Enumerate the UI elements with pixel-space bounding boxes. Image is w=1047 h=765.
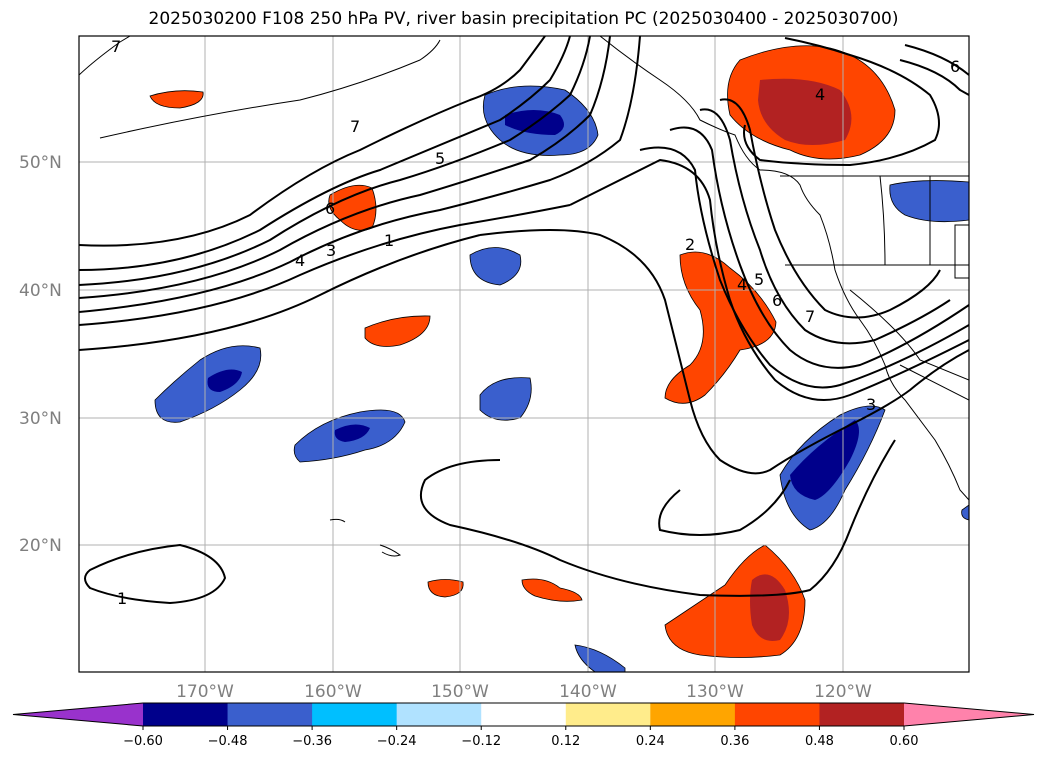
longitude-labels: 170°W 160°W 150°W 140°W 130°W 120°W	[176, 682, 872, 702]
colorbar-tick-label: 0.36	[720, 734, 749, 749]
svg-text:2: 2	[685, 235, 695, 254]
colorbar-tick-label: 0.60	[890, 734, 919, 749]
svg-text:4: 4	[295, 251, 305, 270]
colorbar-tick-label: −0.24	[377, 734, 417, 749]
map-frame	[78, 35, 970, 673]
colorbar-tick-label: −0.60	[123, 734, 163, 749]
colorbar-segment	[734, 703, 820, 726]
colorbar-tick-label: −0.12	[461, 734, 501, 749]
colorbar-segment	[143, 703, 229, 726]
svg-text:6: 6	[325, 199, 335, 218]
map-area: 7 7 5 6 4 3 1 2 4 5 6 7 4 6 3 1	[79, 36, 969, 672]
colorbar-segment	[396, 703, 482, 726]
chart-title: 2025030200 F108 250 hPa PV, river basin …	[148, 9, 899, 29]
lon-label: 120°W	[814, 682, 872, 702]
svg-text:3: 3	[866, 395, 876, 414]
coastlines	[79, 36, 969, 557]
colorbar-tick-label: 0.48	[805, 734, 834, 749]
svg-text:7: 7	[111, 37, 121, 56]
svg-text:6: 6	[772, 291, 782, 310]
colorbar-segment	[650, 703, 736, 726]
svg-text:1: 1	[384, 231, 394, 250]
lat-label: 20°N	[19, 536, 62, 556]
svg-text:7: 7	[805, 307, 815, 326]
colorbar-extend-high	[904, 703, 1034, 726]
colorbar-segment	[227, 703, 313, 726]
svg-text:5: 5	[754, 270, 764, 289]
lon-label: 140°W	[559, 682, 617, 702]
colorbar-segment	[565, 703, 651, 726]
lon-label: 160°W	[304, 682, 362, 702]
lat-label: 50°N	[19, 153, 62, 173]
graticule	[79, 36, 969, 672]
pv-contours	[79, 36, 969, 605]
svg-text:5: 5	[435, 149, 445, 168]
colorbar: −0.60 −0.48 −0.36 −0.24 −0.12 0.12 0.24 0.36 0.4…	[12, 702, 1035, 749]
lon-label: 170°W	[176, 682, 234, 702]
svg-text:4: 4	[737, 275, 747, 294]
lat-label: 40°N	[19, 281, 62, 301]
svg-text:4: 4	[815, 85, 825, 104]
colorbar-segment	[481, 703, 567, 726]
pv-contour-labels: 7 7 5 6 4 3 1 2 4 5 6 7 4 6 3 1	[111, 37, 960, 608]
svg-text:7: 7	[350, 117, 360, 136]
colorbar-segment	[819, 703, 905, 726]
svg-text:1: 1	[117, 589, 127, 608]
colorbar-tick-label: −0.36	[292, 734, 332, 749]
svg-text:6: 6	[950, 57, 960, 76]
lon-label: 130°W	[686, 682, 744, 702]
colorbar-tick-label: 0.24	[636, 734, 665, 749]
colorbar-segment	[312, 703, 398, 726]
latitude-labels: 50°N 40°N 30°N 20°N	[19, 153, 62, 556]
lat-label: 30°N	[19, 409, 62, 429]
colorbar-tick-label: −0.48	[208, 734, 248, 749]
lon-label: 150°W	[431, 682, 489, 702]
colorbar-tick-label: 0.12	[551, 734, 580, 749]
svg-text:3: 3	[326, 241, 336, 260]
colorbar-extend-low	[13, 703, 143, 726]
